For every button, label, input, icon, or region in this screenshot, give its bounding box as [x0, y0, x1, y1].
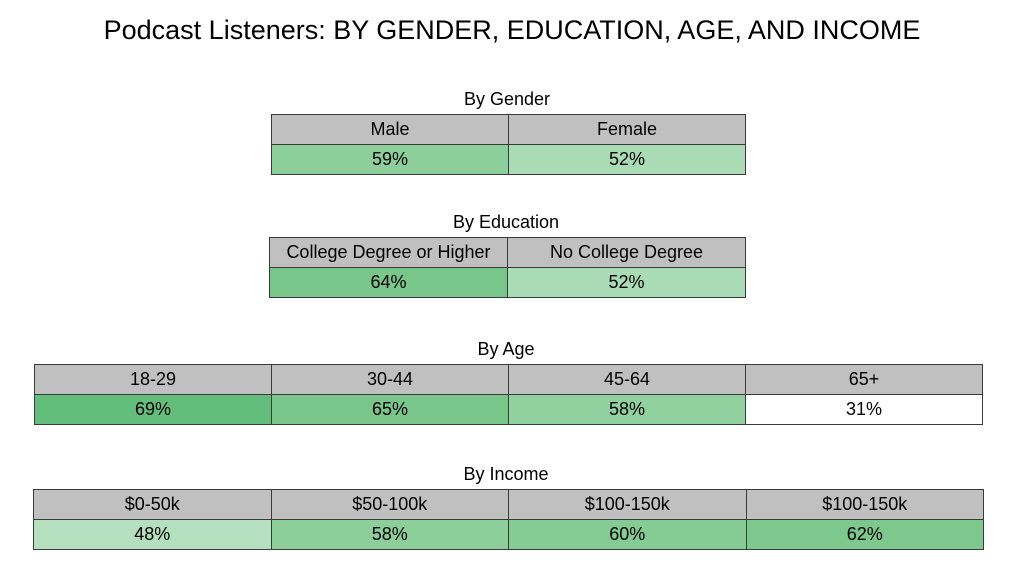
category-cell: $100-150k: [508, 489, 747, 520]
table-gender: Male Female 59% 52%: [271, 114, 746, 175]
category-cell: College Degree or Higher: [269, 237, 508, 268]
page-title: Podcast Listeners: BY GENDER, EDUCATION,…: [103, 15, 921, 45]
section-education: By Education College Degree or Higher No C…: [269, 211, 746, 301]
value-cell: 69%: [34, 394, 272, 425]
value-cell: 31%: [745, 394, 983, 425]
value-cell: 59%: [271, 144, 509, 175]
header-row: College Degree or Higher No College Degre…: [269, 237, 746, 268]
section-title-income: By Income: [463, 464, 549, 484]
header-row: $0-50k $50-100k $100-150k $100-150k: [33, 489, 984, 520]
category-cell: 30-44: [271, 364, 509, 395]
value-row: 64% 52%: [269, 267, 746, 298]
section-age: By Age 18-29 30-44 45-64 65+ 69% 65% 58% 31%: [34, 338, 983, 428]
table-income: $0-50k $50-100k $100-150k $100-150k 48% 58% 60…: [33, 489, 984, 550]
value-row: 59% 52%: [271, 144, 746, 175]
table-education: College Degree or Higher No College Degre…: [269, 237, 746, 298]
category-cell: 65+: [745, 364, 983, 395]
header-row: Male Female: [271, 114, 746, 145]
category-cell: $0-50k: [33, 489, 272, 520]
section-gender: By Gender Male Female 59% 52%: [271, 88, 746, 178]
category-cell: $50-100k: [270, 489, 509, 520]
section-title-age: By Age: [477, 339, 535, 359]
table-age: 18-29 30-44 45-64 65+ 69% 65% 58% 31%: [34, 364, 983, 425]
value-row: 69% 65% 58% 31%: [34, 394, 983, 425]
value-cell: 62%: [745, 519, 984, 550]
value-cell: 52%: [508, 144, 746, 175]
category-cell: $100-150k: [745, 489, 984, 520]
value-cell: 65%: [271, 394, 509, 425]
header-row: 18-29 30-44 45-64 65+: [34, 364, 983, 395]
value-cell: 58%: [270, 519, 509, 550]
value-cell: 60%: [508, 519, 747, 550]
section-title-education: By Education: [452, 212, 560, 232]
value-cell: 64%: [269, 267, 508, 298]
value-cell: 58%: [508, 394, 746, 425]
category-cell: 45-64: [508, 364, 746, 395]
value-cell: 48%: [33, 519, 272, 550]
category-cell: 18-29: [34, 364, 272, 395]
category-cell: Female: [508, 114, 746, 145]
section-title-gender: By Gender: [463, 89, 551, 109]
category-cell: No College Degree: [507, 237, 746, 268]
category-cell: Male: [271, 114, 509, 145]
value-cell: 52%: [507, 267, 746, 298]
section-income: By Income $0-50k $50-100k $100-150k $100-150…: [33, 463, 984, 553]
value-row: 48% 58% 60% 62%: [33, 519, 984, 550]
